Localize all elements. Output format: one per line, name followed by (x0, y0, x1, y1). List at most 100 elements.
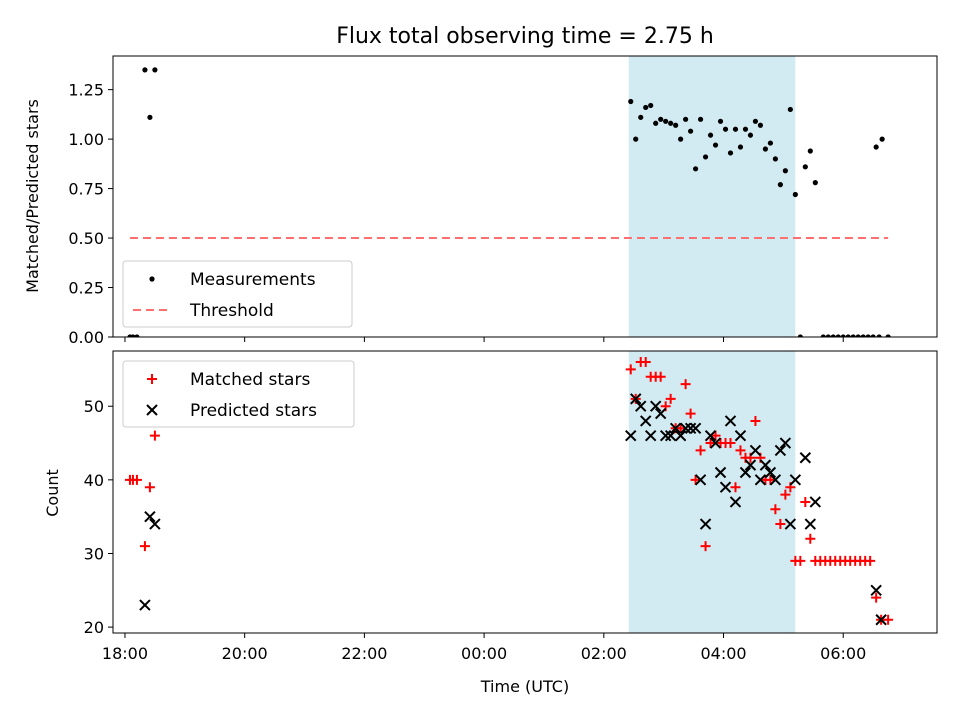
predicted-star-point (139, 599, 151, 611)
bottom-y-tick-label: 40 (84, 471, 104, 490)
legend-entry-label: Matched stars (190, 370, 310, 390)
measurement-point (772, 156, 778, 162)
predicted-star-point (630, 393, 642, 405)
matched-star-point (685, 408, 696, 419)
bottom-legend-box (122, 360, 355, 428)
x-tick-label: 04:00 (700, 644, 746, 663)
matched-star-point (680, 379, 691, 390)
measurement-point (840, 334, 846, 337)
predicted-star-point (789, 474, 802, 486)
measurement-point (787, 106, 793, 113)
matched-star-point (800, 496, 811, 507)
bottom-y-axis-label: Count (43, 469, 62, 517)
measurement-point (692, 166, 699, 172)
measurement-point (767, 140, 774, 146)
measurement-point (752, 118, 759, 124)
predicted-star-point (699, 518, 712, 530)
measurement-point (668, 120, 674, 126)
predicted-star-point (684, 422, 697, 435)
top-observing-interval-shade (628, 56, 796, 337)
measurement-point (865, 334, 871, 337)
bottom-legend: Matched stars Predicted stars (122, 360, 355, 428)
measurement-point (742, 126, 749, 132)
legend-entry-label: Measurements (190, 270, 316, 290)
predicted-star-point (809, 496, 822, 508)
predicted-star-point (734, 429, 747, 442)
bottom-y-tick-label: 30 (84, 544, 104, 563)
measurement-point (152, 67, 158, 73)
measurement-point (782, 168, 788, 174)
measurement-point (732, 126, 739, 132)
matched-star-point (700, 541, 711, 552)
predicted-star-point (719, 481, 732, 493)
measurement-point (142, 67, 148, 73)
predicted-star-point (769, 474, 782, 486)
bottom-y-tick-label: 20 (84, 618, 104, 637)
measurement-point (797, 334, 803, 337)
measurement-point (697, 116, 704, 122)
measurement-point (873, 144, 879, 150)
predicted-star-point (739, 466, 752, 479)
predicted-star-point (729, 496, 742, 508)
legend-predicted-swatch (146, 404, 158, 416)
measurement-point (712, 142, 719, 148)
matched-star-point (695, 445, 706, 456)
measurement-point (802, 164, 808, 170)
measurement-point (638, 114, 644, 120)
measurement-point (777, 182, 783, 188)
legend-entry-label: Threshold (189, 301, 274, 321)
measurement-point (130, 334, 136, 337)
matched-star-point (139, 541, 150, 552)
measurement-point (727, 150, 734, 156)
predicted-star-point (644, 429, 657, 442)
predicted-star-point (144, 510, 156, 523)
top-y-tick-label: 1.00 (68, 130, 104, 149)
measurement-point (687, 128, 694, 134)
top-y-tick-label: 0.75 (68, 180, 104, 199)
measurement-point (628, 98, 634, 105)
x-tick-label: 02:00 (581, 644, 627, 663)
matched-star-point (625, 364, 636, 375)
predicted-star-point (664, 429, 677, 442)
predicted-star-point (679, 422, 692, 435)
bottom-axes-frame (112, 350, 938, 634)
matched-star-point (710, 430, 721, 441)
measurement-point (673, 122, 679, 128)
measurement-point (830, 334, 836, 337)
measurement-point (717, 118, 724, 124)
bottom-marks (124, 357, 894, 626)
measurement-point (860, 334, 866, 337)
measurement-point (722, 126, 729, 132)
bottom-y-tick-label: 50 (84, 397, 104, 416)
measurement-point (855, 334, 861, 337)
measurement-point (683, 116, 689, 122)
measurement-point (147, 114, 153, 120)
predicted-star-point (714, 466, 727, 479)
matched-star-point (871, 592, 882, 603)
predicted-star-point (704, 429, 717, 442)
matched-star-point (765, 474, 776, 485)
predicted-star-point (649, 400, 662, 412)
predicted-star-point (659, 429, 672, 442)
legend-entry-label: Predicted stars (190, 401, 317, 421)
top-y-tick-label: 1.25 (68, 81, 104, 100)
measurement-point (807, 148, 813, 154)
predicted-star-point (709, 437, 722, 449)
predicted-star-point (804, 518, 817, 530)
measurement-point (648, 102, 654, 109)
measurement-point (633, 136, 639, 142)
x-tick-label: 00:00 (461, 644, 507, 663)
bottom-observing-interval-shade (628, 351, 796, 633)
measurement-point (643, 104, 649, 111)
matched-star-point (655, 371, 666, 382)
matched-star-point (865, 555, 876, 566)
measurement-point (876, 334, 882, 337)
measurement-point (678, 136, 684, 142)
measurement-point (707, 132, 714, 138)
measurement-point (870, 334, 876, 337)
matched-star-point (750, 415, 761, 426)
top-legend-box (122, 260, 353, 328)
measurement-point (663, 118, 669, 124)
